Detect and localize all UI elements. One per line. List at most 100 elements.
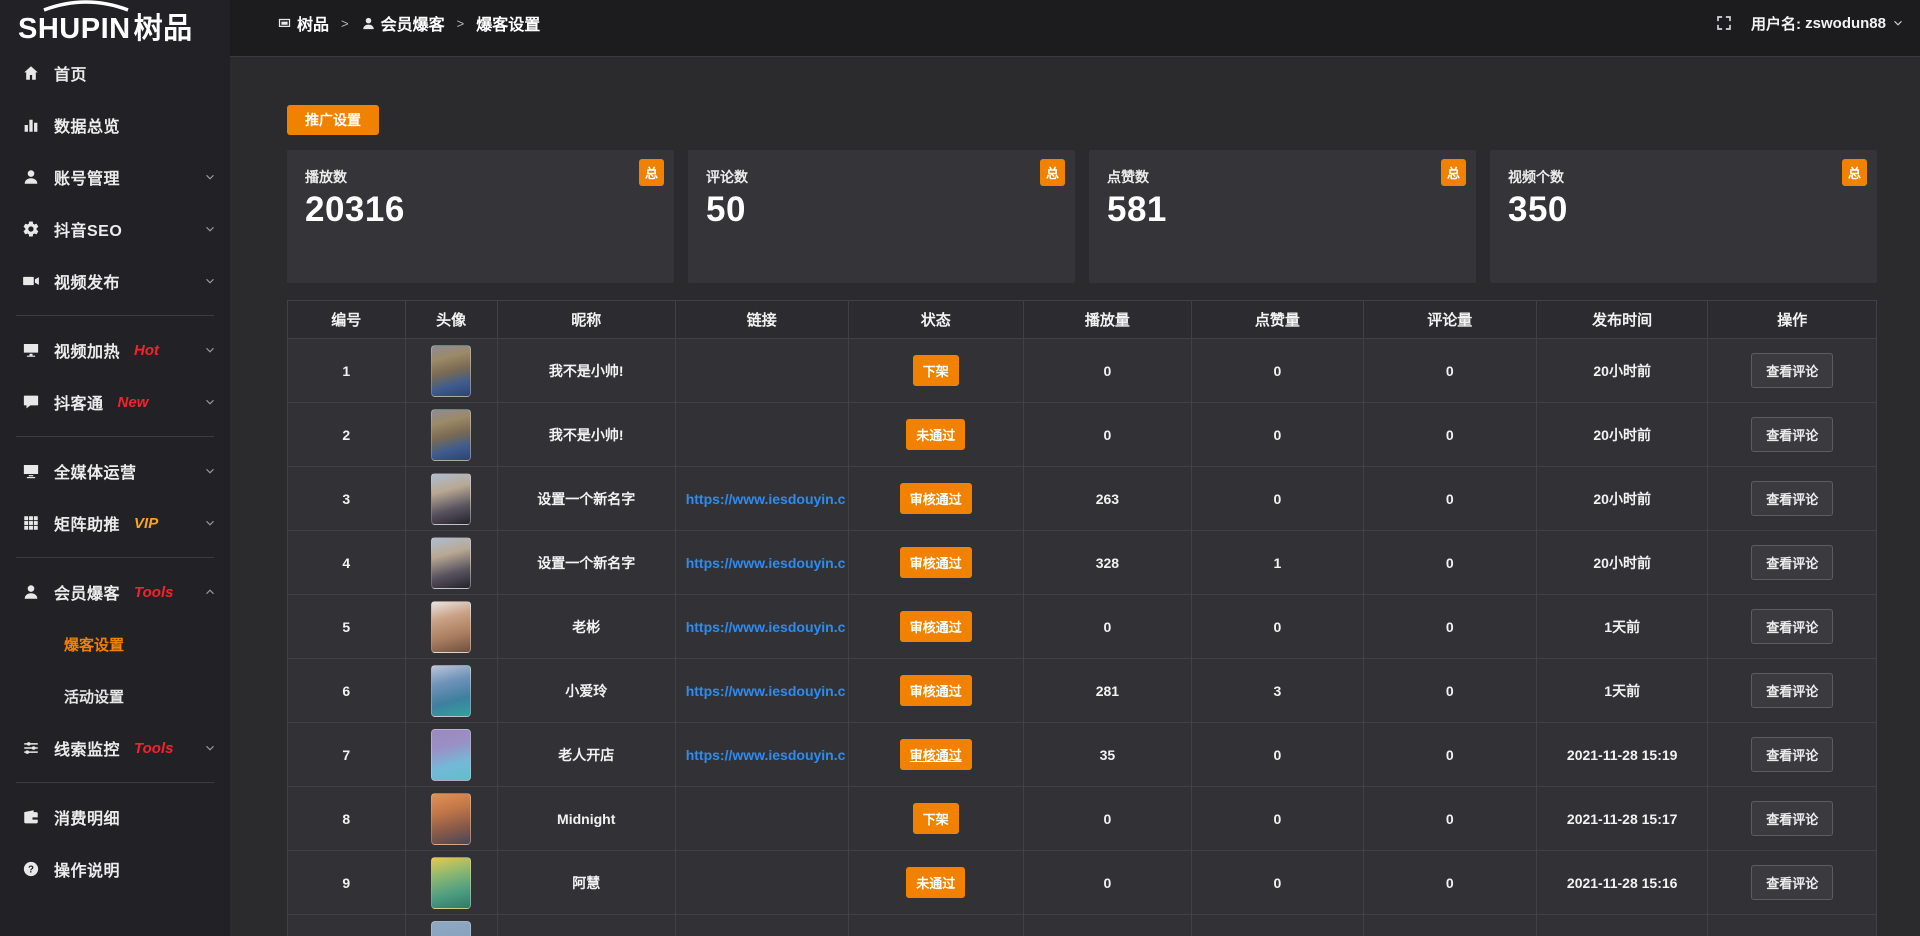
cell-status: 审核通过 [847, 722, 1024, 787]
view-comments-button[interactable]: 查看评论 [1751, 417, 1834, 452]
sidebar-item-3[interactable]: 抖音SEO [0, 203, 230, 255]
avatar [431, 728, 472, 781]
cell-nickname: Midnight [496, 786, 676, 851]
view-comments-button[interactable]: 查看评论 [1751, 353, 1834, 388]
cell-publish-time: 20小时前 [1535, 402, 1709, 467]
home-icon [22, 64, 40, 82]
sidebar-item-0[interactable]: 首页 [0, 47, 230, 99]
cell-comments: 0 [1362, 658, 1537, 723]
breadcrumb-item-1[interactable]: 会员爆客 [361, 11, 445, 35]
sidebar-item-11[interactable]: 消费明细 [0, 791, 230, 843]
avatar [431, 344, 472, 397]
table-row: 5 老彬 https://www.iesdouyin.c 审核通过 0 0 0 … [287, 594, 1877, 659]
cell-nickname: 设置一个新名字 [496, 530, 676, 595]
sidebar-item-1[interactable]: 数据总览 [0, 99, 230, 151]
user-icon [361, 16, 376, 31]
video-link[interactable]: https://www.iesdouyin.c [685, 554, 846, 571]
sidebar-item-7[interactable]: 全媒体运营 [0, 445, 230, 497]
stat-card-1: 评论数 50 总 [688, 150, 1075, 283]
view-comments-button[interactable]: 查看评论 [1751, 865, 1834, 900]
cell-status: 未通过 [847, 850, 1024, 915]
avatar [431, 600, 472, 653]
status-badge: 审核通过 [899, 739, 972, 770]
user-menu[interactable]: 用户名: zswodun88 [1751, 13, 1904, 34]
stat-card-2: 点赞数 581 总 [1089, 150, 1476, 283]
sidebar-item-2[interactable]: 账号管理 [0, 151, 230, 203]
sidebar-item-label: 视频发布 [54, 275, 121, 292]
cell-publish-time: 20小时前 [1535, 530, 1709, 595]
cell-actions: 查看评论 [1707, 850, 1877, 915]
cell-likes: 0 [1191, 722, 1364, 787]
cell-avatar [404, 402, 498, 467]
cell-status: 下架 [847, 338, 1024, 403]
column-header: 昵称 [496, 300, 676, 339]
avatar [431, 856, 472, 909]
sidebar-item-10[interactable]: 线索监控 Tools [0, 722, 230, 774]
cell-publish-time: 20小时前 [1535, 338, 1709, 403]
chevron-down-icon [204, 396, 216, 408]
topbar: 树品 > 会员爆客 > 爆客设置 用户名: zswodun88 [230, 0, 1920, 57]
avatar [431, 792, 472, 845]
video-camera-icon [22, 272, 40, 290]
cell-comments: 0 [1362, 722, 1537, 787]
total-badge: 总 [1440, 159, 1466, 186]
video-link[interactable]: https://www.iesdouyin.c [685, 490, 846, 507]
cell-id: 4 [287, 530, 406, 595]
status-badge: 未通过 [906, 867, 966, 898]
status-badge: 审核通过 [899, 547, 972, 578]
cell-actions: 查看评论 [1707, 530, 1877, 595]
stat-card-3: 视频个数 350 总 [1490, 150, 1877, 283]
fullscreen-icon[interactable] [1715, 14, 1733, 32]
cell-nickname [496, 914, 676, 936]
view-comments-button[interactable]: 查看评论 [1751, 673, 1834, 708]
chevron-down-icon [204, 742, 216, 754]
view-comments-button[interactable]: 查看评论 [1751, 545, 1834, 580]
cell-nickname: 小爱玲 [496, 658, 676, 723]
video-link[interactable]: https://www.iesdouyin.c [685, 682, 846, 699]
video-link[interactable]: https://www.iesdouyin.c [685, 746, 846, 763]
shupin-logo-graphic: SHUPIN 树品 [18, 0, 192, 43]
cell-plays: 0 [1022, 402, 1193, 467]
cell-link: https://www.iesdouyin.c [674, 658, 849, 723]
status-badge: 下架 [912, 803, 959, 834]
view-comments-button[interactable]: 查看评论 [1751, 609, 1834, 644]
cell-publish-time: 20小时前 [1535, 466, 1709, 531]
stat-value: 350 [1508, 190, 1568, 229]
cell-link: https://www.iesdouyin.c [674, 594, 849, 659]
promotion-settings-button[interactable]: 推广设置 [287, 105, 379, 135]
view-comments-button[interactable]: 查看评论 [1751, 801, 1834, 836]
cell-likes [1191, 914, 1364, 936]
sidebar-divider [16, 436, 214, 437]
brand-logo[interactable]: SHUPIN 树品 [0, 0, 230, 45]
cell-plays [1022, 914, 1193, 936]
sidebar-subitem[interactable]: 爆客设置 [0, 618, 230, 670]
cell-likes: 0 [1191, 786, 1364, 851]
breadcrumb-item-0[interactable]: 树品 [277, 11, 329, 35]
sidebar-item-8[interactable]: 矩阵助推 VIP [0, 497, 230, 549]
sidebar-item-5[interactable]: 视频加热 Hot [0, 324, 230, 376]
sidebar-subitem[interactable]: 活动设置 [0, 670, 230, 722]
cell-likes: 0 [1191, 594, 1364, 659]
sidebar-item-label: 首页 [54, 67, 88, 84]
bar-chart-icon [22, 116, 40, 134]
sidebar-item-6[interactable]: 抖客通 New [0, 376, 230, 428]
view-comments-button[interactable]: 查看评论 [1751, 737, 1834, 772]
view-comments-button[interactable]: 查看评论 [1751, 481, 1834, 516]
cell-avatar [404, 530, 498, 595]
cell-actions: 查看评论 [1707, 402, 1877, 467]
video-link[interactable]: https://www.iesdouyin.c [685, 618, 846, 635]
table-row: 3 设置一个新名字 https://www.iesdouyin.c 审核通过 2… [287, 466, 1877, 531]
wallet-icon [22, 808, 40, 826]
cell-actions: 查看评论 [1707, 658, 1877, 723]
breadcrumb-label: 爆客设置 [476, 17, 541, 34]
sidebar-item-label: 抖音SEO [54, 223, 123, 240]
sidebar-item-4[interactable]: 视频发布 [0, 255, 230, 307]
cell-comments: 0 [1362, 530, 1537, 595]
cell-comments: 0 [1362, 594, 1537, 659]
cell-comments: 0 [1362, 850, 1537, 915]
cell-actions: 查看评论 [1707, 594, 1877, 659]
cell-nickname: 我不是小帅! [496, 402, 676, 467]
sidebar-item-12[interactable]: ? 操作说明 [0, 843, 230, 895]
sidebar-item-9[interactable]: 会员爆客 Tools [0, 566, 230, 618]
breadcrumb-item-2[interactable]: 爆客设置 [476, 11, 540, 35]
